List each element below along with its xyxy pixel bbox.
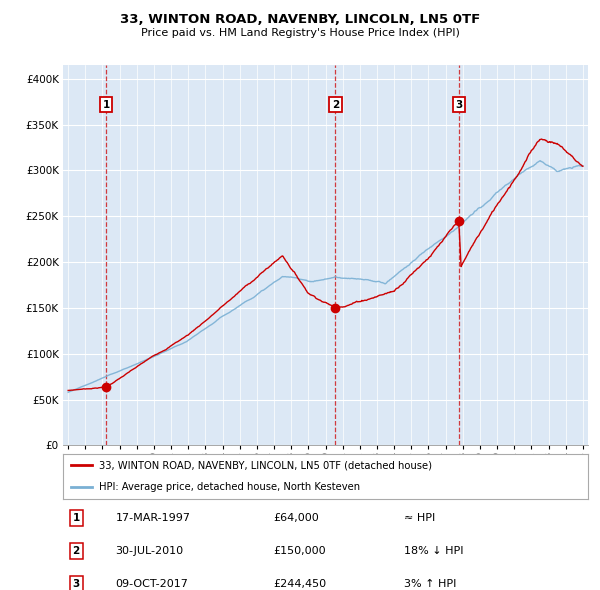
Text: 3: 3 (73, 579, 80, 589)
Text: 2: 2 (73, 546, 80, 556)
Text: ≈ HPI: ≈ HPI (404, 513, 436, 523)
Text: 09-OCT-2017: 09-OCT-2017 (115, 579, 188, 589)
Text: HPI: Average price, detached house, North Kesteven: HPI: Average price, detached house, Nort… (98, 483, 360, 493)
Text: 1: 1 (73, 513, 80, 523)
Text: 2: 2 (332, 100, 339, 110)
Text: 17-MAR-1997: 17-MAR-1997 (115, 513, 191, 523)
Text: £150,000: £150,000 (273, 546, 326, 556)
Text: 18% ↓ HPI: 18% ↓ HPI (404, 546, 464, 556)
Text: 3% ↑ HPI: 3% ↑ HPI (404, 579, 457, 589)
Text: £64,000: £64,000 (273, 513, 319, 523)
Text: 30-JUL-2010: 30-JUL-2010 (115, 546, 184, 556)
Text: 33, WINTON ROAD, NAVENBY, LINCOLN, LN5 0TF (detached house): 33, WINTON ROAD, NAVENBY, LINCOLN, LN5 0… (98, 460, 432, 470)
Text: 3: 3 (455, 100, 463, 110)
Text: 33, WINTON ROAD, NAVENBY, LINCOLN, LN5 0TF: 33, WINTON ROAD, NAVENBY, LINCOLN, LN5 0… (120, 13, 480, 26)
Text: 1: 1 (103, 100, 110, 110)
Text: Price paid vs. HM Land Registry's House Price Index (HPI): Price paid vs. HM Land Registry's House … (140, 28, 460, 38)
Text: £244,450: £244,450 (273, 579, 326, 589)
